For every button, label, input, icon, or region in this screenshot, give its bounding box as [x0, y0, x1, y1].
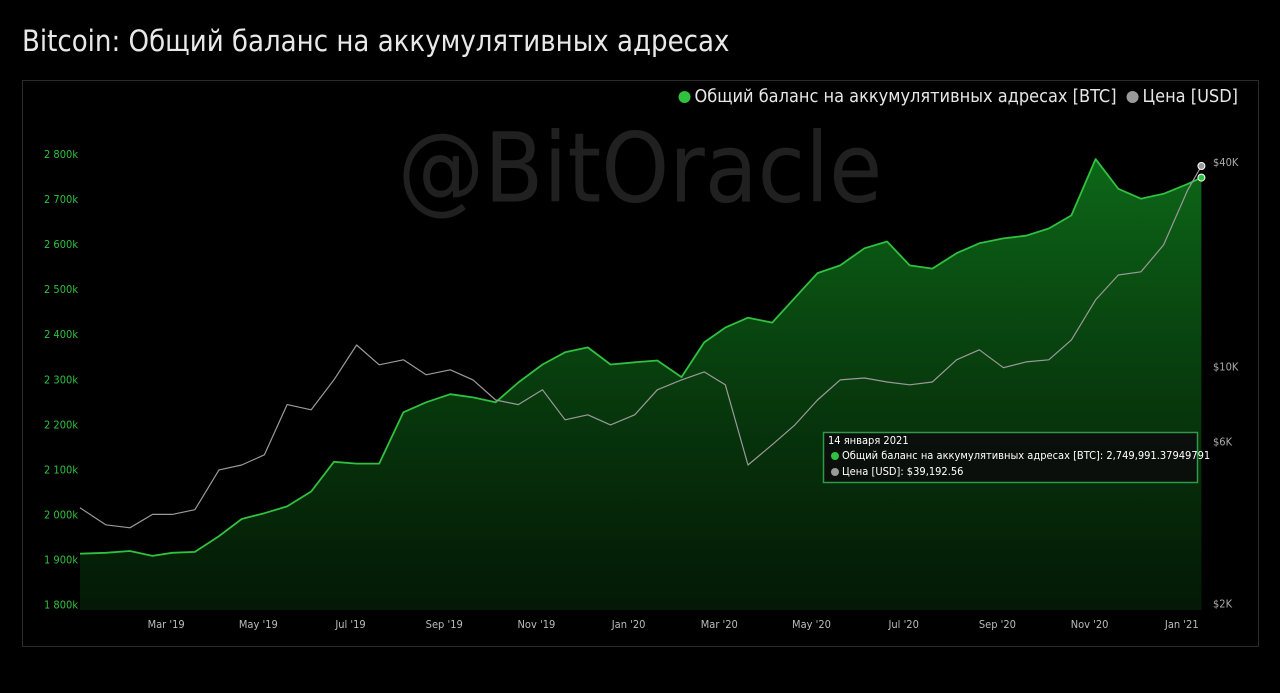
tooltip-dot	[831, 468, 839, 476]
x-tick-label: May '19	[239, 618, 278, 631]
chart-title: Bitcoin: Общий баланс на аккумулятивных …	[22, 24, 729, 58]
area-fill	[80, 159, 1202, 610]
legend-marker	[1126, 91, 1139, 103]
chart-frame	[22, 80, 1259, 647]
y2-tick-label: $10K	[1213, 360, 1239, 373]
x-tick-label: Jan '20	[611, 618, 646, 631]
y-tick-label: 2 000k	[44, 508, 78, 521]
tooltip: 14 января 2021 Общий баланс на аккумуляти…	[822, 431, 1210, 484]
legend-label[interactable]: Общий баланс на аккумулятивных адресах […	[695, 86, 1117, 107]
y2-tick-label: $2K	[1213, 598, 1233, 611]
balance-line	[79, 158, 1202, 557]
x-tick-label: Mar '19	[148, 618, 185, 631]
x-tick-label: Nov '20	[1071, 618, 1109, 631]
x-tick-label: Jan '21	[1164, 618, 1199, 631]
tooltip-line: Общий баланс на аккумулятивных адресах […	[842, 449, 1210, 462]
tooltip-box	[822, 431, 1199, 484]
y2-tick-label: $40K	[1213, 156, 1239, 169]
y-tick-label: 2 200k	[44, 418, 78, 431]
x-tick-label: Nov '19	[518, 618, 556, 631]
y-tick-label: 2 700k	[44, 193, 78, 206]
y-tick-label: 2 500k	[44, 283, 78, 296]
y-tick-label: 2 800k	[44, 148, 78, 161]
y2-tick-label: $6K	[1213, 436, 1233, 449]
tooltip-line: Цена [USD]: $39,192.56	[842, 465, 963, 478]
y-tick-label: 2 400k	[44, 328, 78, 341]
x-tick-label: Sep '19	[426, 618, 463, 631]
end-marker	[1197, 173, 1206, 182]
y-tick-label: 2 300k	[44, 373, 78, 386]
y-tick-label: 2 600k	[44, 238, 78, 251]
y-tick-label: 1 800k	[44, 598, 78, 611]
legend-label[interactable]: Цена [USD]	[1143, 86, 1238, 107]
x-tick-label: May '20	[792, 618, 831, 631]
y-tick-label: 1 900k	[44, 553, 78, 566]
x-tick-label: Jul '20	[887, 618, 918, 631]
end-marker	[1197, 162, 1206, 171]
tooltip-date: 14 января 2021	[828, 434, 909, 447]
tooltip-dot	[831, 452, 839, 460]
x-tick-label: Jul '19	[334, 618, 365, 631]
x-tick-label: Mar '20	[701, 618, 738, 631]
x-tick-label: Sep '20	[979, 618, 1016, 631]
y-tick-label: 2 100k	[44, 463, 78, 476]
watermark: @BitOracle	[398, 112, 883, 224]
legend-marker	[678, 91, 691, 103]
price-line	[79, 165, 1202, 529]
